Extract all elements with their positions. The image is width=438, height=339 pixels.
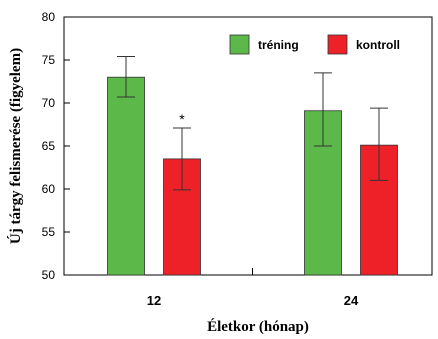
- significance-marker: *: [179, 111, 185, 127]
- bar: [107, 76, 145, 276]
- x-axis-title: Életkor (hónap): [207, 318, 309, 335]
- legend-swatch: [327, 34, 348, 55]
- y-tick-label: 80: [42, 10, 56, 24]
- x-tick-label: 24: [344, 293, 359, 308]
- y-tick-label: 75: [42, 53, 56, 67]
- legend-label: kontroll: [356, 38, 400, 52]
- legend-swatch: [229, 34, 250, 55]
- y-tick-label: 65: [42, 139, 56, 153]
- y-tick-label: 70: [42, 96, 56, 110]
- y-tick-label: 50: [42, 268, 56, 282]
- x-tick-label: 12: [147, 293, 161, 308]
- legend-label: tréning: [258, 38, 299, 52]
- legend: tréning kontroll: [229, 34, 400, 55]
- plot-area: 50 55 60 65 70 75 80 12 24 *: [42, 10, 433, 308]
- y-tick-label: 55: [42, 225, 56, 239]
- y-tick-label: 60: [42, 182, 56, 196]
- y-axis-title: Új tárgy felismerése (figyelem): [7, 48, 24, 244]
